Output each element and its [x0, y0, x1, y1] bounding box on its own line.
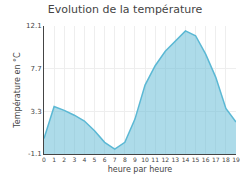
svg-text:2: 2	[62, 156, 66, 163]
svg-text:18: 18	[222, 156, 230, 163]
svg-text:10: 10	[141, 156, 149, 163]
svg-text:1: 1	[52, 156, 56, 163]
svg-text:16: 16	[202, 156, 210, 163]
svg-text:3.3: 3.3	[30, 108, 41, 116]
svg-text:14: 14	[182, 156, 190, 163]
svg-text:5: 5	[93, 156, 97, 163]
svg-text:Température en °C: Température en °C	[12, 52, 22, 129]
svg-text:12: 12	[161, 156, 169, 163]
svg-text:Evolution de la température: Evolution de la température	[48, 3, 203, 16]
svg-text:-1.1: -1.1	[28, 150, 42, 158]
svg-text:8: 8	[123, 156, 127, 163]
svg-text:0: 0	[42, 156, 46, 163]
svg-text:6: 6	[103, 156, 107, 163]
svg-text:9: 9	[133, 156, 137, 163]
svg-text:7.7: 7.7	[30, 65, 41, 73]
svg-text:17: 17	[212, 156, 220, 163]
svg-text:12.1: 12.1	[26, 22, 42, 30]
svg-text:3: 3	[72, 156, 76, 163]
svg-text:heure par heure: heure par heure	[108, 165, 173, 174]
svg-text:15: 15	[192, 156, 200, 163]
svg-text:13: 13	[172, 156, 180, 163]
svg-text:4: 4	[83, 156, 87, 163]
svg-text:19: 19	[232, 156, 240, 163]
svg-text:7: 7	[113, 156, 117, 163]
svg-text:11: 11	[151, 156, 159, 163]
